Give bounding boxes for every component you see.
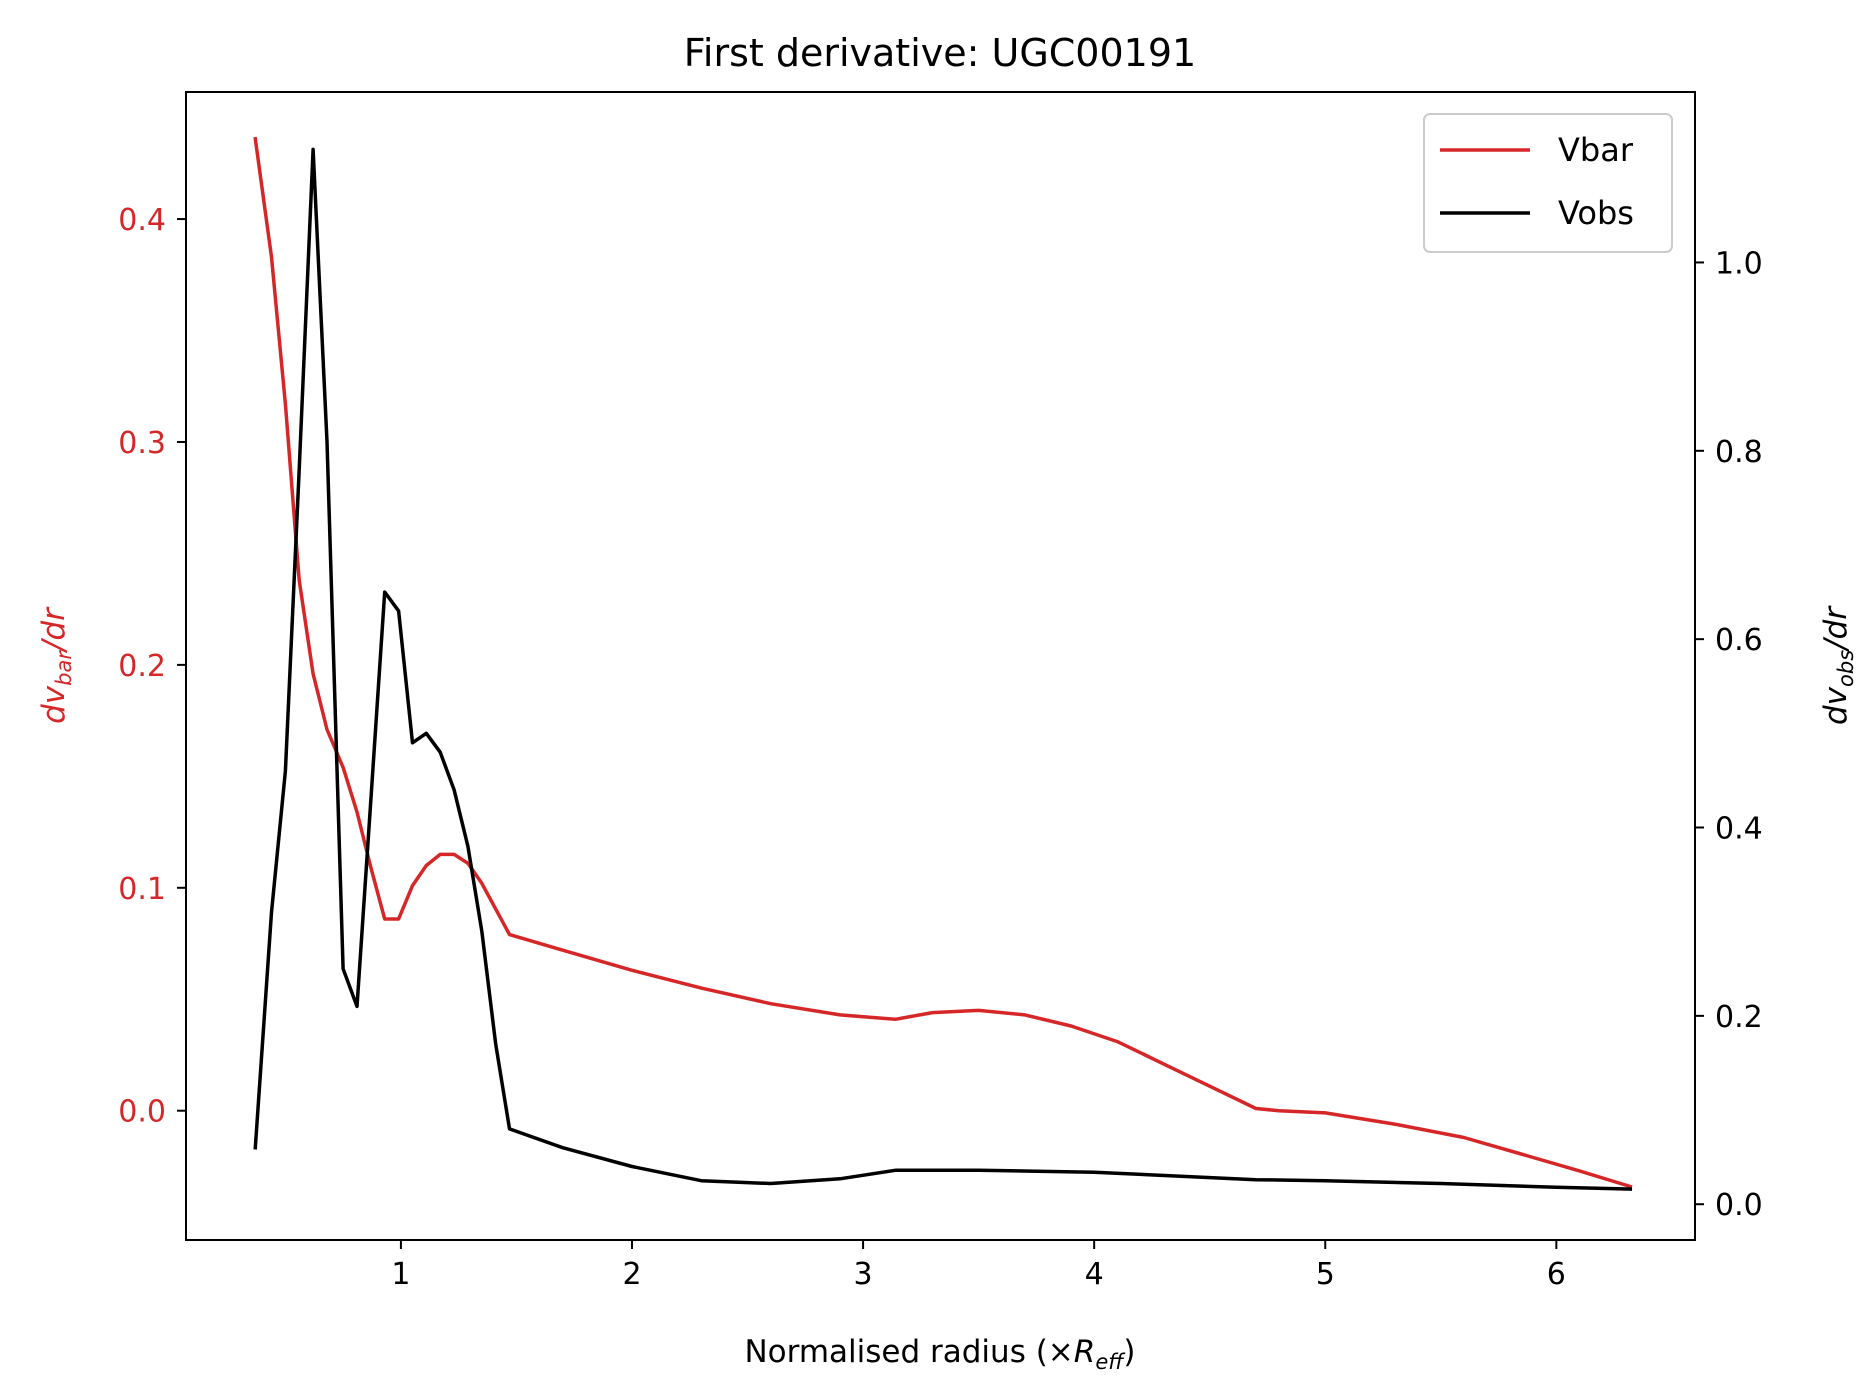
series-line-vobs xyxy=(253,147,1633,1191)
right-y-tick-label: 0.0 xyxy=(1715,1188,1763,1223)
left-y-tick-label: 0.3 xyxy=(118,426,166,461)
x-tick-label: 1 xyxy=(391,1257,410,1292)
left-y-label-suffix: /dr xyxy=(36,606,72,654)
right-y-tick-label: 0.8 xyxy=(1715,435,1763,470)
x-tick-label: 2 xyxy=(622,1257,641,1292)
left-y-tick-label: 0.4 xyxy=(118,203,166,238)
chart-title: First derivative: UGC00191 xyxy=(684,31,1196,75)
right-y-label-prefix: dv xyxy=(1818,686,1854,725)
right-y-tick-label: 0.2 xyxy=(1715,1000,1763,1035)
x-axis: 1 2 3 4 5 6 xyxy=(391,1240,1566,1292)
right-y-tick-label: 0.4 xyxy=(1715,812,1763,847)
left-y-label-prefix: dv xyxy=(36,685,72,724)
x-tick-label: 3 xyxy=(854,1257,873,1292)
left-y-tick-label: 0.0 xyxy=(118,1095,166,1130)
legend-box xyxy=(1423,113,1673,253)
x-axis-label-symbol: R xyxy=(1074,1334,1096,1370)
x-axis-label-subscript: eff xyxy=(1095,1350,1126,1374)
right-y-tick-label: 0.6 xyxy=(1715,623,1763,658)
right-y-label-suffix: /dr xyxy=(1818,605,1854,653)
left-y-label-subscript: bar xyxy=(52,650,76,686)
left-y-tick-label: 0.1 xyxy=(118,872,166,907)
right-y-axis: 0.0 0.2 0.4 0.6 0.8 1.0 xyxy=(1695,246,1763,1223)
right-y-axis-label: dvobs/dr xyxy=(1818,605,1858,725)
series-line-vbar xyxy=(253,136,1633,1189)
plot-frame xyxy=(185,91,1696,1241)
x-axis-label-main: Normalised radius (× xyxy=(744,1334,1073,1370)
legend-label-vobs: Vobs xyxy=(1558,194,1634,232)
x-axis-label-close: ) xyxy=(1123,1334,1135,1370)
left-y-axis: 0.0 0.1 0.2 0.3 0.4 xyxy=(118,203,186,1130)
series-layer xyxy=(253,136,1633,1191)
x-tick-label: 4 xyxy=(1085,1257,1104,1292)
left-y-tick-label: 0.2 xyxy=(118,649,166,684)
left-y-axis-label: dvbar/dr xyxy=(36,606,76,724)
legend-label-vbar: Vbar xyxy=(1558,131,1634,169)
legend: Vbar Vobs xyxy=(1423,113,1673,253)
x-tick-label: 5 xyxy=(1316,1257,1335,1292)
right-y-tick-label: 1.0 xyxy=(1715,246,1763,281)
right-y-label-subscript: obs xyxy=(1834,650,1858,687)
x-tick-label: 6 xyxy=(1547,1257,1566,1292)
x-axis-label: Normalised radius (×Reff) xyxy=(744,1334,1135,1374)
